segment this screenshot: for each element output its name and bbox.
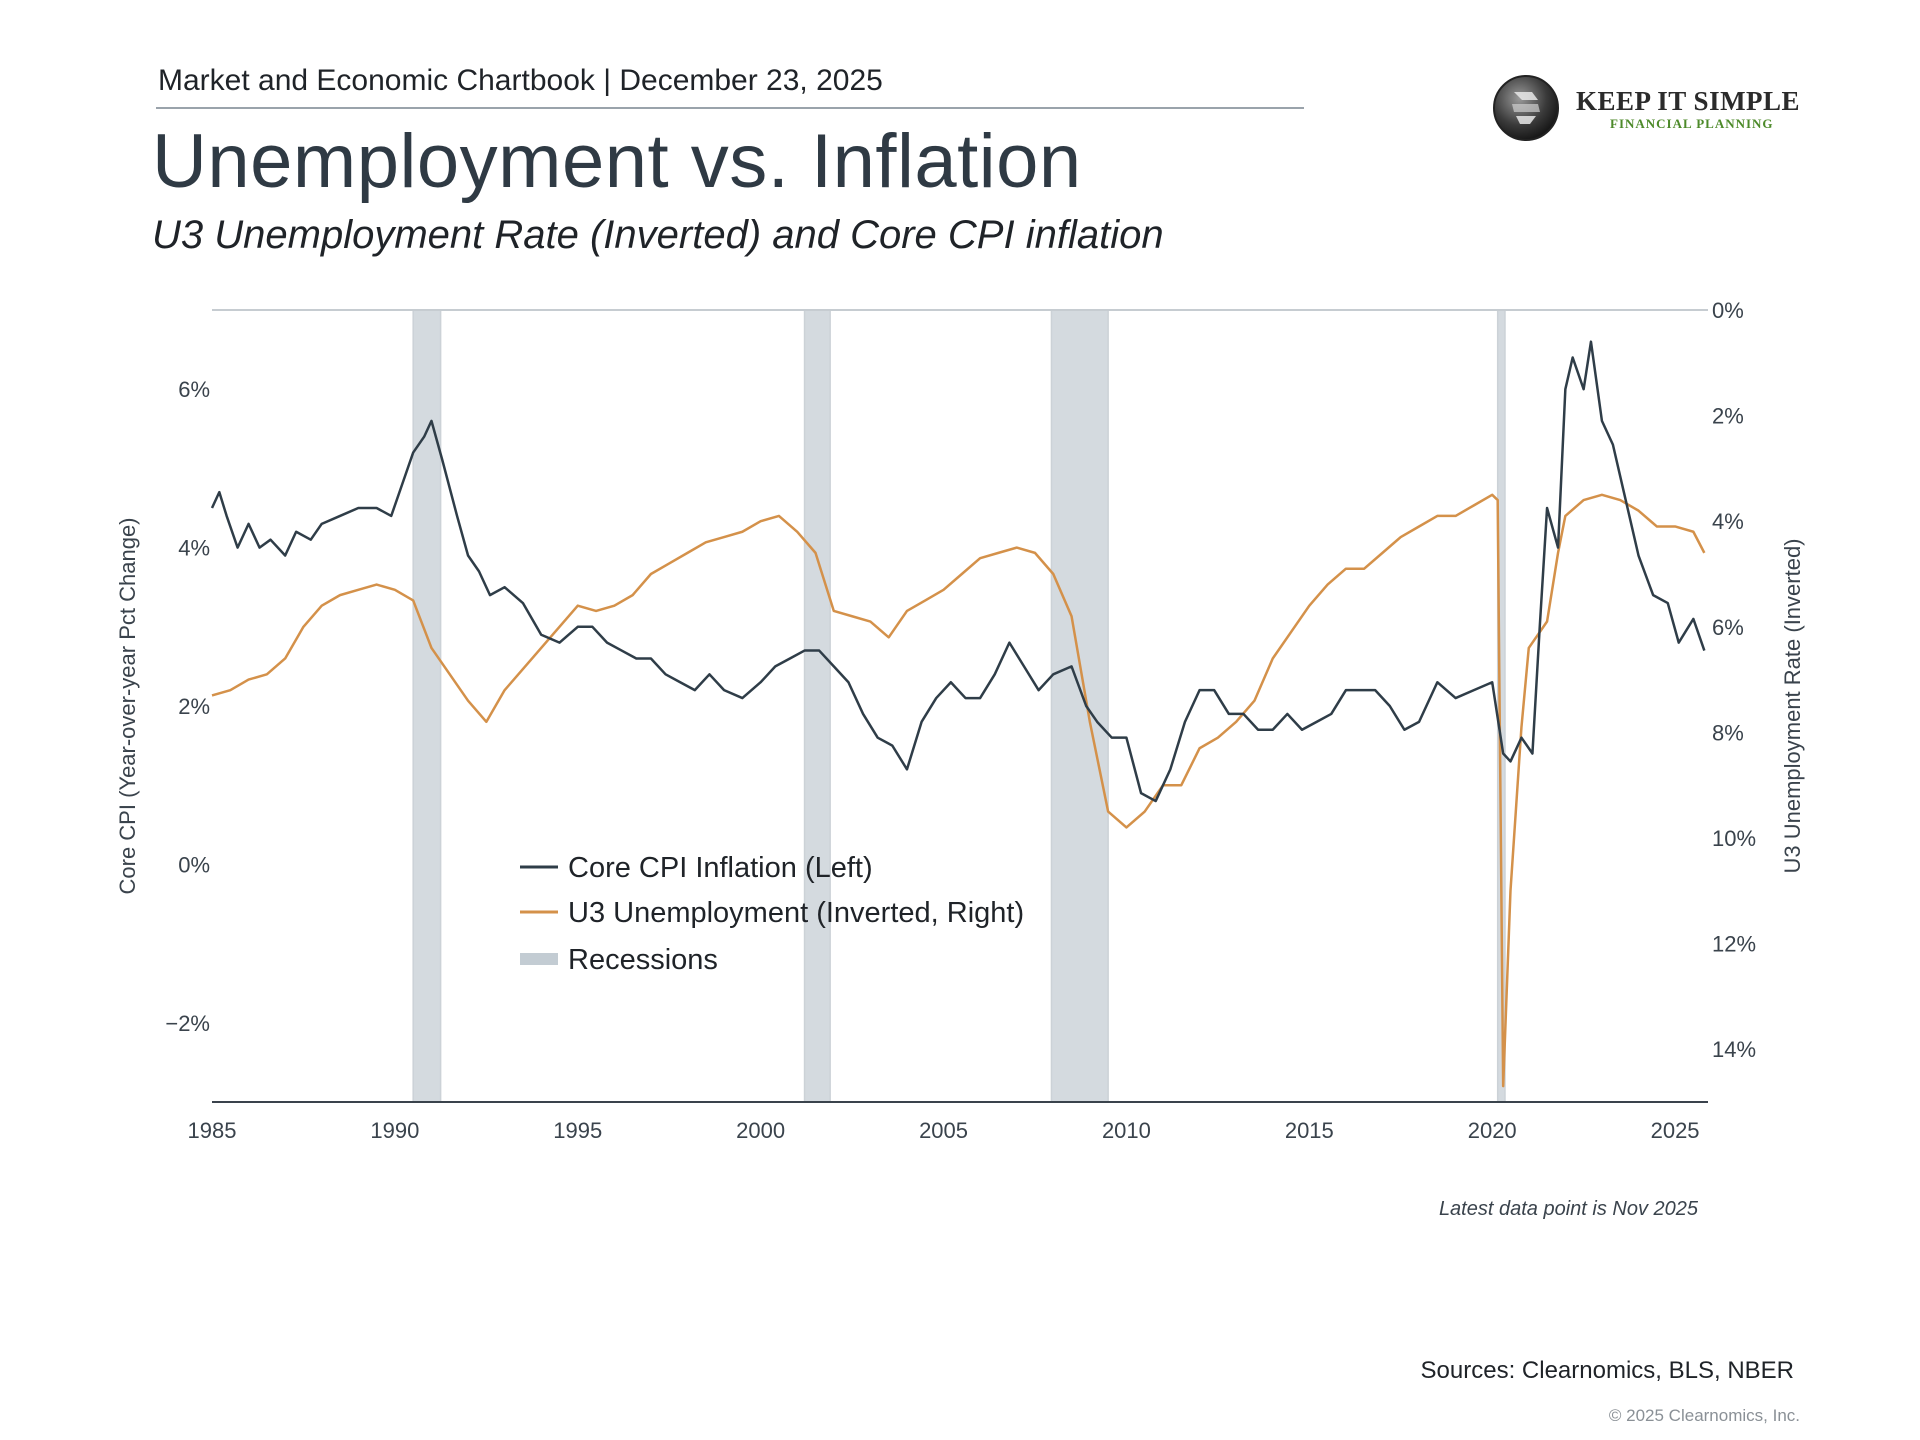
- data-note: Latest data point is Nov 2025: [1438, 1198, 1698, 1220]
- y-left-tick-label: 2%: [178, 694, 210, 719]
- chart-legend: Core CPI Inflation (Left) U3 Unemployment…: [520, 852, 1024, 976]
- x-tick-label: 2020: [1468, 1118, 1517, 1143]
- legend-label: Core CPI Inflation (Left): [568, 852, 873, 884]
- copyright-text: © 2025 Clearnomics, Inc.: [1608, 1406, 1800, 1425]
- y-right-tick-label: 4%: [1712, 509, 1744, 534]
- x-tick-label: 2025: [1651, 1118, 1700, 1143]
- sources-text: Sources: Clearnomics, BLS, NBER: [1420, 1357, 1794, 1384]
- y-right-tick-label: 2%: [1712, 404, 1744, 429]
- x-tick-label: 2000: [736, 1118, 785, 1143]
- brand-logo: KEEP IT SIMPLE FINANCIAL PLANNING: [1492, 74, 1800, 144]
- brand-tagline: FINANCIAL PLANNING: [1610, 116, 1774, 131]
- x-tick-label: 2015: [1285, 1118, 1334, 1143]
- y-right-tick-label: 14%: [1712, 1037, 1756, 1062]
- recession-band: [803, 309, 831, 1103]
- core-cpi-line: [210, 340, 1706, 803]
- chart-axes: 1985 1990 1995 2000 2005 2010 2015 2020 2025 6% 4%…: [115, 298, 1805, 1143]
- y-right-tick-label: 10%: [1712, 826, 1756, 851]
- page-title: Unemployment vs. Inflation: [152, 119, 1082, 204]
- u3-unemployment-line: [211, 493, 1706, 1088]
- y-left-tick-label: 6%: [178, 377, 210, 402]
- recession-band: [1050, 309, 1109, 1103]
- y-axis-left-label: Core CPI (Year-over-year Pct Change): [115, 517, 140, 894]
- legend-label: U3 Unemployment (Inverted, Right): [568, 897, 1024, 929]
- page-subtitle: U3 Unemployment Rate (Inverted) and Core…: [152, 213, 1164, 257]
- x-tick-label: 2010: [1102, 1118, 1151, 1143]
- y-left-tick-label: 0%: [178, 852, 210, 877]
- brand-name: KEEP IT SIMPLE: [1576, 86, 1801, 116]
- brand-logo-icon: [1493, 75, 1559, 141]
- y-left-tick-label: −2%: [165, 1011, 210, 1036]
- y-right-tick-label: 8%: [1712, 720, 1744, 745]
- y-right-tick-label: 0%: [1712, 298, 1744, 323]
- header-divider: [156, 107, 1304, 109]
- chart-series: [210, 340, 1706, 1088]
- x-tick-label: 1995: [553, 1118, 602, 1143]
- y-axis-right-label: U3 Unemployment Rate (Inverted): [1780, 538, 1805, 873]
- x-tick-label: 1985: [188, 1118, 237, 1143]
- y-left-tick-label: 4%: [178, 536, 210, 561]
- legend-swatch-recession: [520, 953, 558, 965]
- y-right-tick-label: 12%: [1712, 932, 1756, 957]
- x-tick-label: 2005: [919, 1118, 968, 1143]
- x-tick-label: 1990: [370, 1118, 419, 1143]
- recession-bands: [412, 309, 1506, 1103]
- chartbook-header: Market and Economic Chartbook | December…: [158, 64, 883, 97]
- y-right-tick-label: 6%: [1712, 615, 1744, 640]
- legend-label: Recessions: [568, 944, 718, 976]
